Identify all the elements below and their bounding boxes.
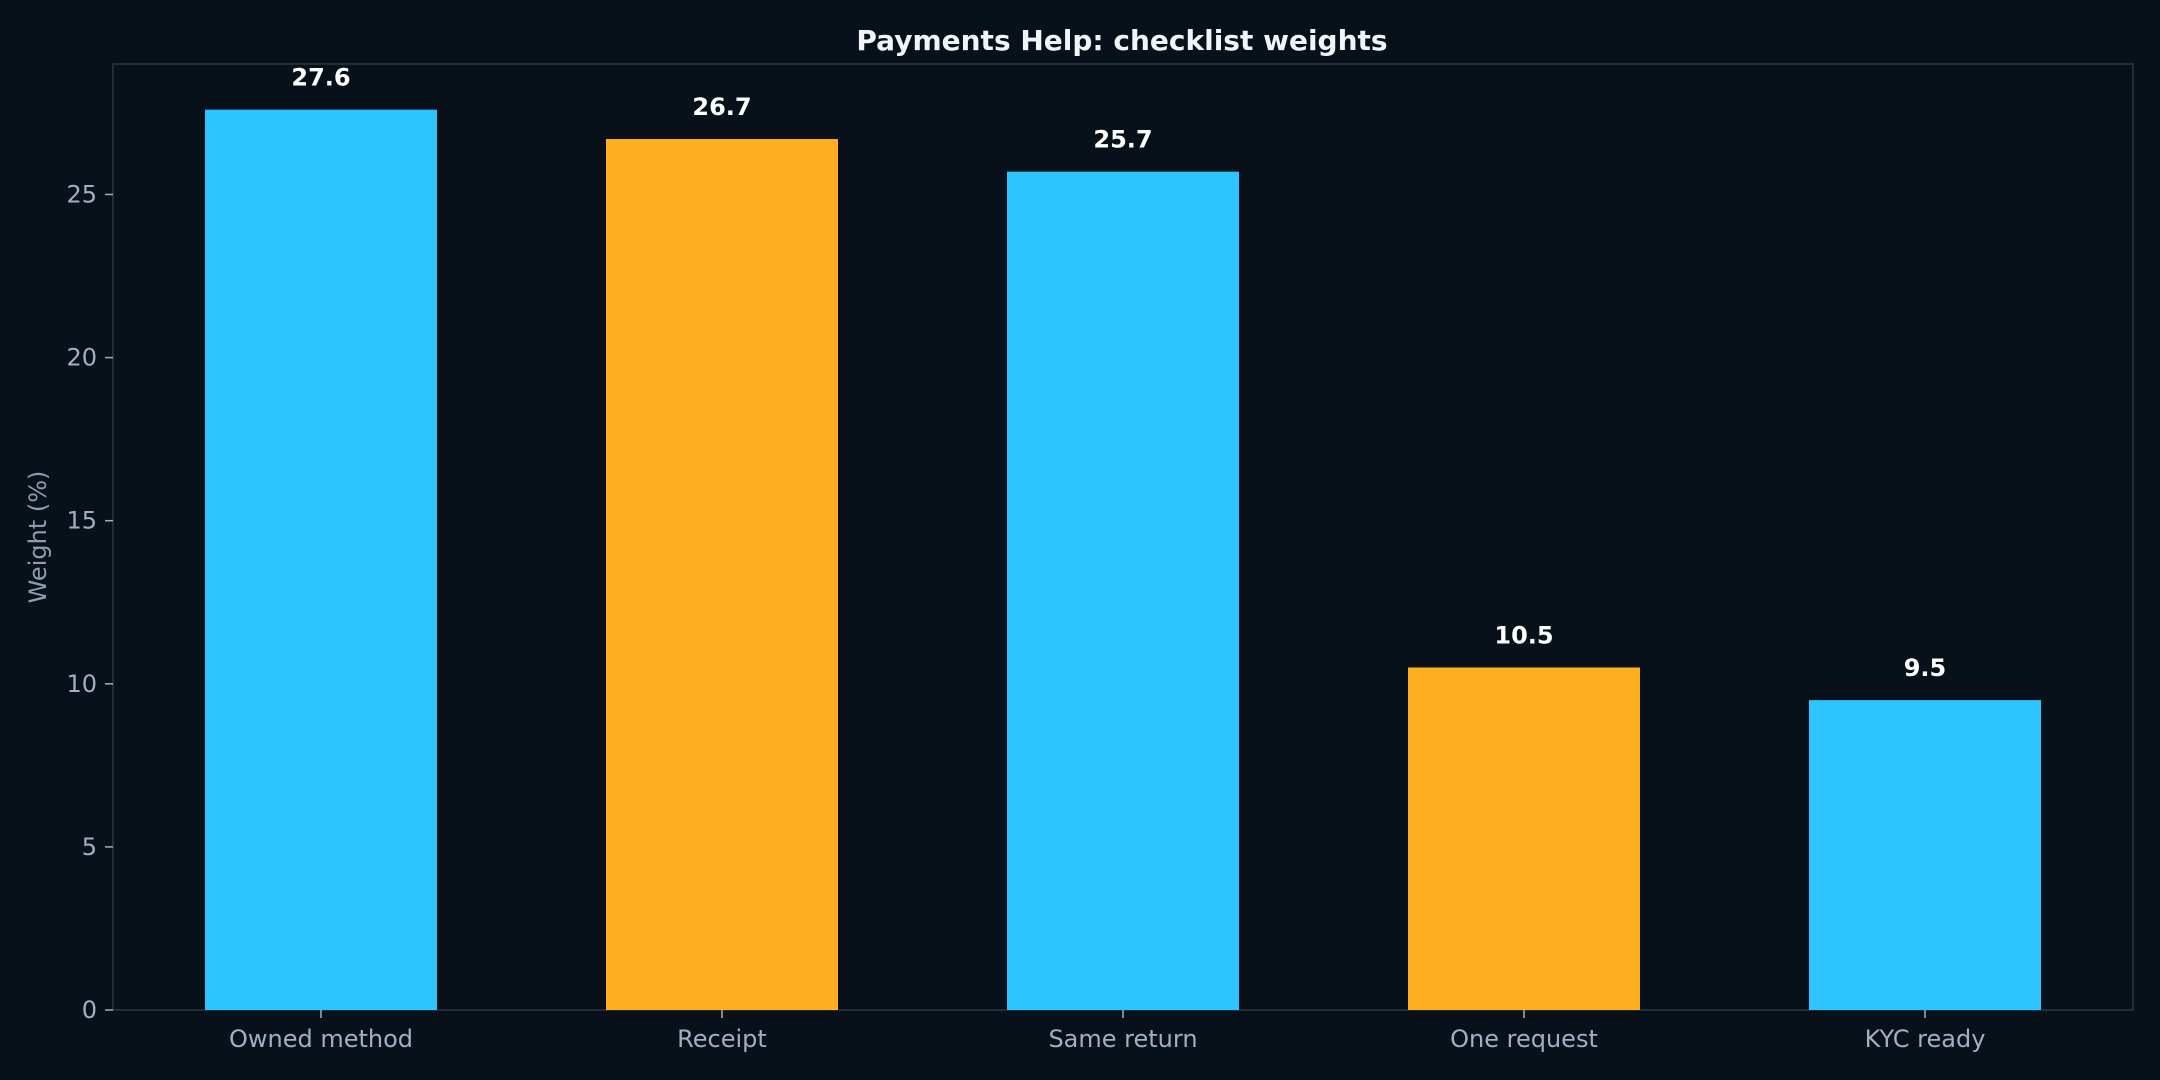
y-tick-label: 0 bbox=[82, 996, 97, 1024]
x-tick-label: Same return bbox=[1048, 1025, 1197, 1053]
y-axis-label: Weight (%) bbox=[24, 471, 52, 604]
x-tick-label: Receipt bbox=[677, 1025, 767, 1053]
x-tick-label: One request bbox=[1450, 1025, 1598, 1053]
bar bbox=[1809, 700, 2041, 1010]
x-axis: Owned method Receipt Same return One reques… bbox=[229, 1010, 1985, 1053]
bar bbox=[205, 109, 437, 1011]
y-tick-label: 25 bbox=[66, 180, 97, 208]
bar-value-label: 10.5 bbox=[1494, 621, 1553, 649]
bar-value-label: 25.7 bbox=[1093, 126, 1152, 154]
bars-group: 27.6 26.7 25.7 10.5 9.5 bbox=[205, 64, 2041, 1011]
bar bbox=[1408, 667, 1640, 1010]
x-tick-label: KYC ready bbox=[1865, 1025, 1986, 1053]
bar-value-label: 27.6 bbox=[291, 64, 350, 92]
bar-value-label: 26.7 bbox=[692, 93, 751, 121]
bar bbox=[1007, 171, 1239, 1011]
bar-value-label: 9.5 bbox=[1904, 654, 1947, 682]
y-axis: 0 5 10 15 20 25 bbox=[66, 180, 113, 1024]
bar bbox=[606, 139, 838, 1010]
y-tick-label: 10 bbox=[66, 670, 97, 698]
y-tick-label: 5 bbox=[82, 833, 97, 861]
y-tick-label: 20 bbox=[66, 344, 97, 372]
y-tick-label: 15 bbox=[66, 507, 97, 535]
x-tick-label: Owned method bbox=[229, 1025, 413, 1053]
chart-title: Payments Help: checklist weights bbox=[856, 24, 1387, 57]
